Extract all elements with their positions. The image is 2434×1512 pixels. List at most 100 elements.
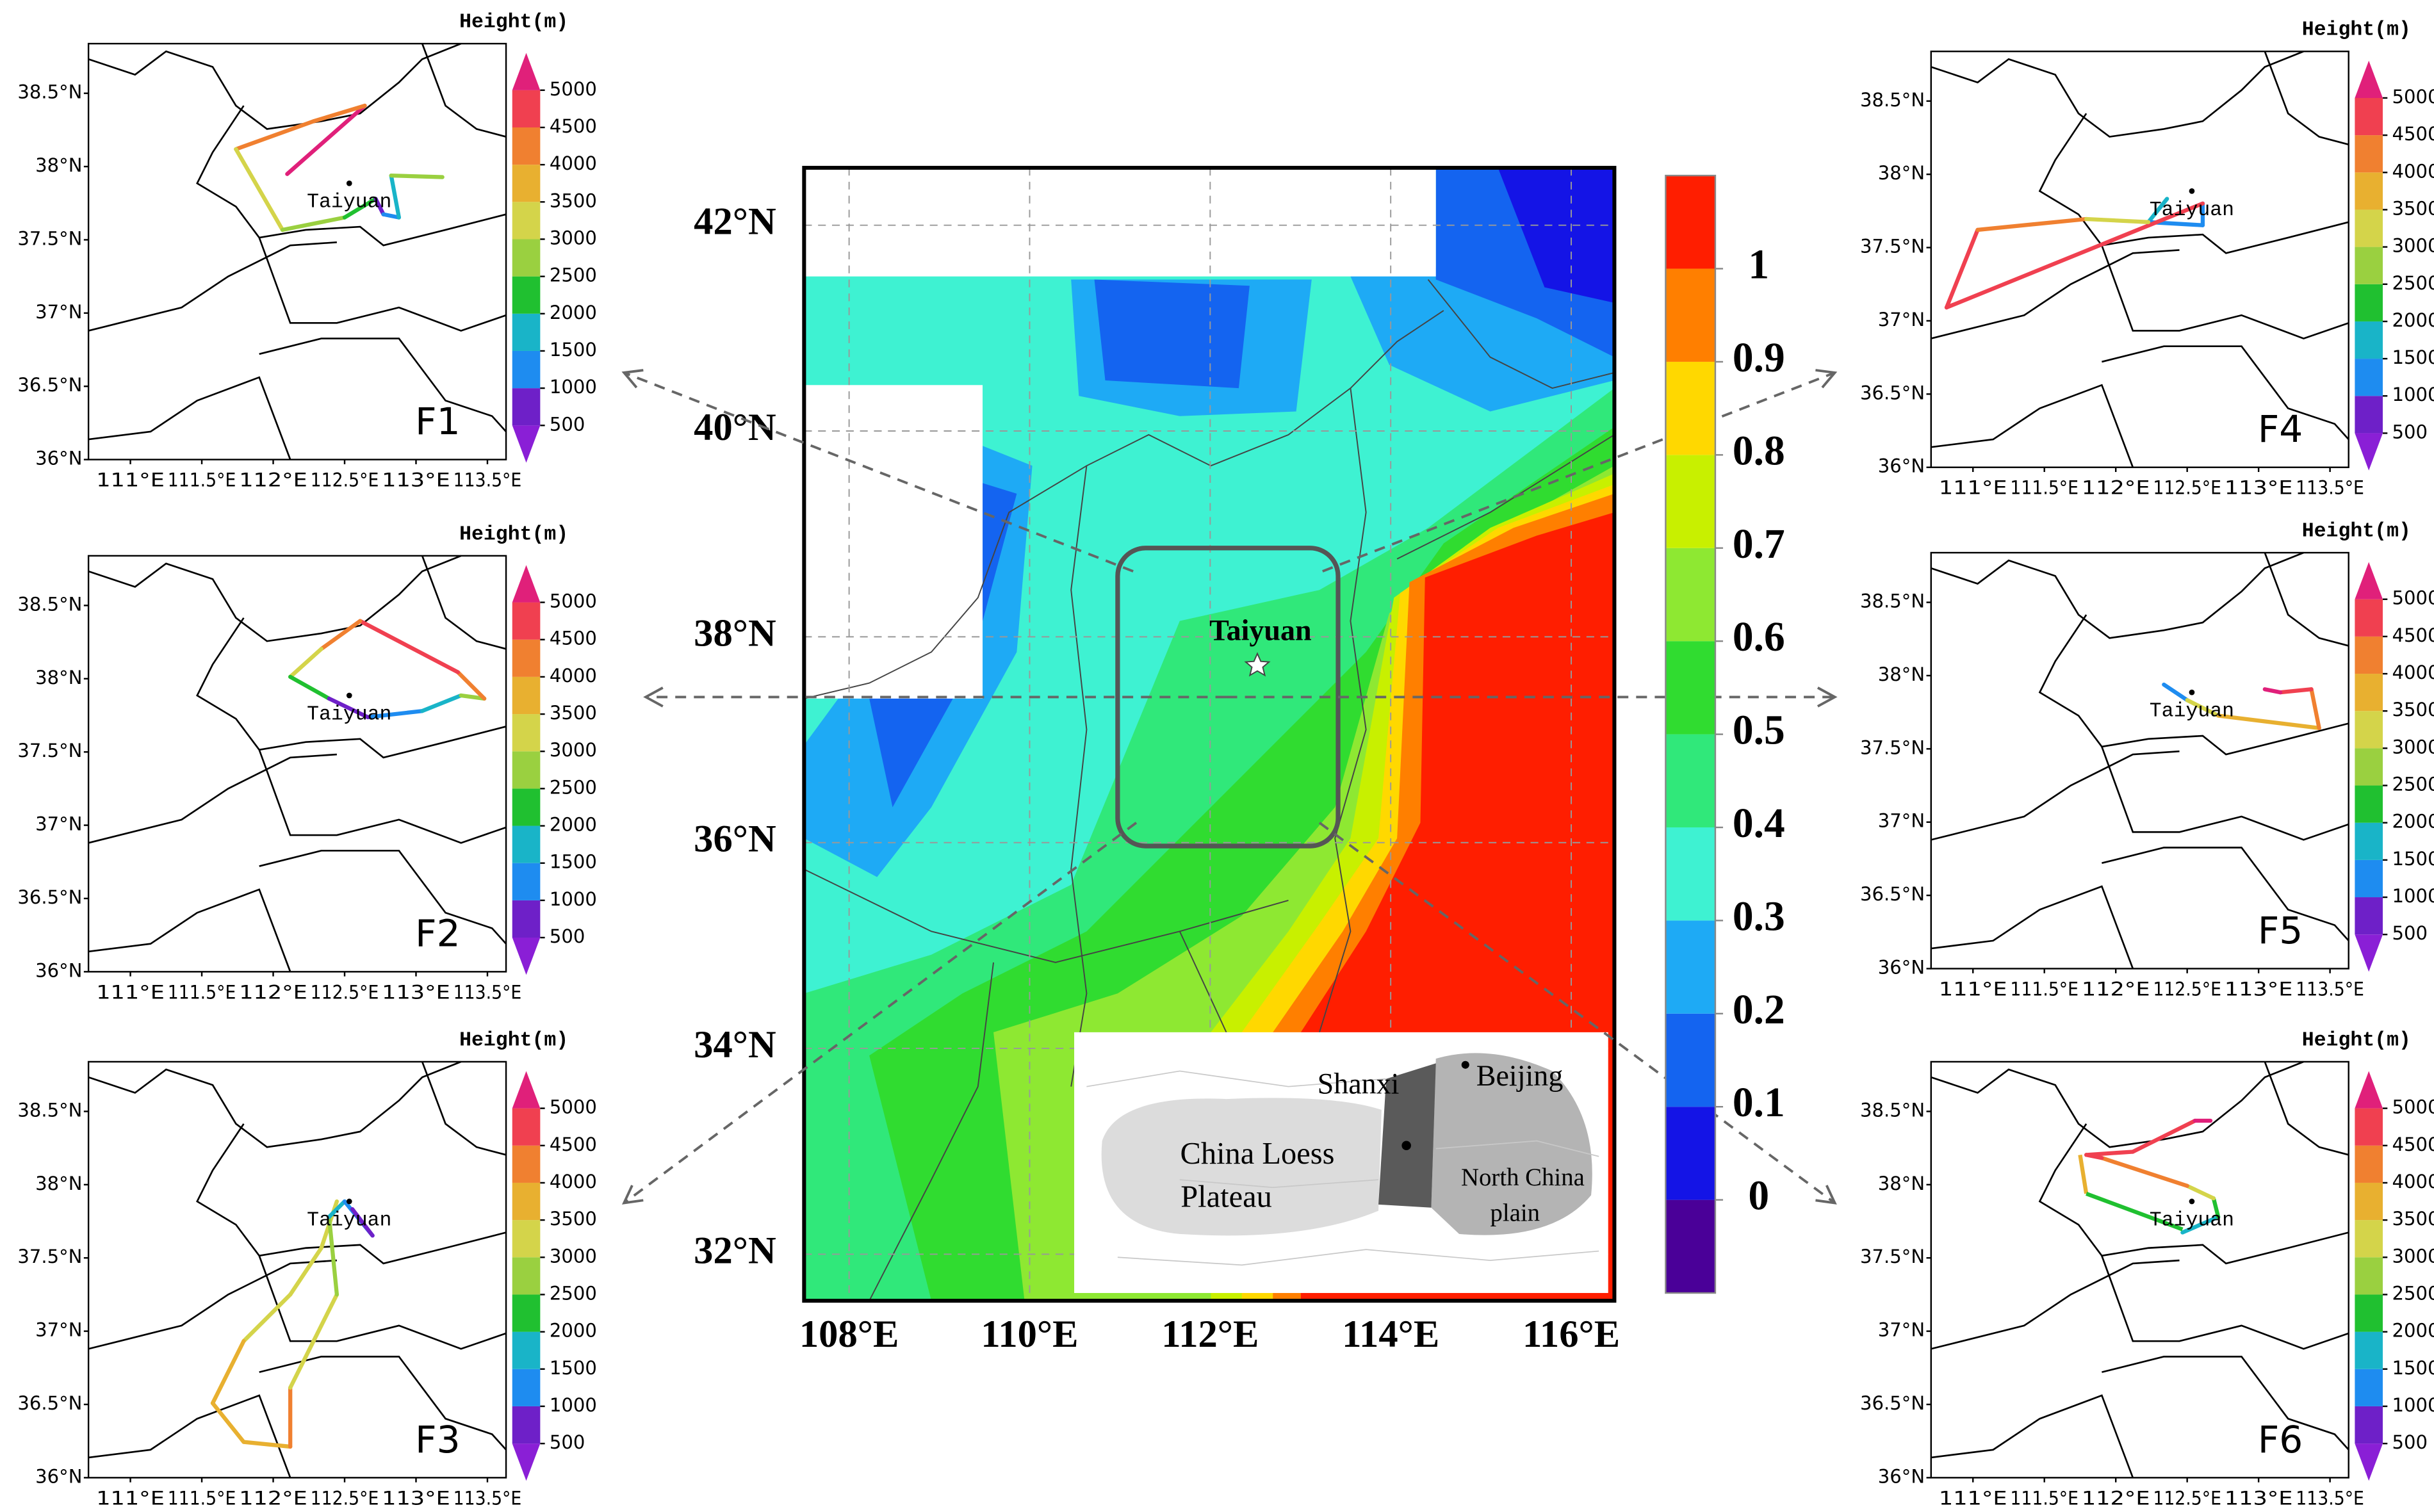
colorbar-segment [1665, 548, 1715, 642]
lat-label: 38.5°N [17, 593, 82, 615]
colorbar-label: 5000 [550, 590, 597, 612]
city-label: Taiyuan [2150, 1209, 2234, 1232]
panel-frame [1930, 1061, 2349, 1479]
trajectory [358, 619, 461, 674]
trajectory [420, 693, 463, 713]
inset-label: North China [1461, 1164, 1585, 1191]
colorbar-title: Height(m) [2302, 1029, 2411, 1052]
colorbar-segment [2355, 636, 2383, 674]
trajectory [2185, 698, 2221, 718]
colorbar-segment [1665, 920, 1715, 1014]
inset-label: China Loess [1180, 1137, 1335, 1171]
colorbar-segment [2355, 321, 2383, 359]
lon-label: 111°E [1939, 978, 2007, 1000]
colorbar-segment [2355, 1220, 2383, 1258]
colorbar-segment [2355, 1406, 2383, 1444]
trajectory [2262, 687, 2283, 695]
city-label: Taiyuan [307, 1209, 391, 1232]
trajectory [2084, 1150, 2135, 1157]
lon-label: 112.5°E [311, 981, 379, 1003]
trajectory-panel: Taiyuan F3 38.5°N 38°N 37.5°N 37°N 36.5°N 36°N 1… [17, 1029, 597, 1509]
lon-label: 113.5°E [2296, 1487, 2364, 1509]
colorbar-label: 3500 [550, 190, 597, 211]
lat-label: 36.5°N [17, 886, 82, 908]
colorbar-label: 0.5 [1733, 708, 1785, 754]
panel-title: F4 [2258, 407, 2303, 451]
colorbar-segment [512, 313, 541, 351]
boundary [1931, 249, 2180, 339]
colorbar-label: 3000 [550, 227, 597, 248]
boundary [421, 555, 507, 650]
panel-frame [87, 555, 507, 973]
trajectory [2084, 216, 2151, 224]
colorbar-label: 1 [1748, 242, 1769, 288]
lat-label: 37°N [1878, 309, 1925, 330]
colorbar-segment [2355, 785, 2383, 823]
lon-label: 111°E [1939, 1487, 2007, 1509]
boundary [258, 749, 507, 844]
colorbar-segment [512, 1369, 541, 1406]
lat-label: 38.5°N [1860, 590, 1925, 612]
trajectory [2180, 1215, 2221, 1235]
lon-label: 112°E [239, 1487, 307, 1509]
colorbar-segment [512, 350, 541, 389]
colorbar-label: 5000 [2392, 86, 2434, 108]
trajectory [1944, 227, 1980, 310]
trajectory [210, 1401, 246, 1444]
colorbar-segment [2355, 1108, 2383, 1146]
city-dot [2189, 188, 2195, 194]
boundary [88, 753, 337, 844]
panel-title: F2 [415, 912, 460, 955]
trajectory [288, 1292, 339, 1390]
trajectory [327, 1215, 339, 1297]
lat-label: 34°N [694, 1023, 776, 1066]
colorbar-label: 3500 [550, 1208, 597, 1230]
lon-label: 112.5°E [311, 1487, 379, 1509]
lon-label: 111°E [96, 981, 165, 1003]
colorbar-label: 1500 [2392, 1357, 2434, 1379]
trajectory [1975, 216, 2089, 232]
trajectory [241, 1440, 293, 1449]
trajectory-panel: Taiyuan F5 38.5°N 38°N 37.5°N 37°N 36.5°N 36°N 1… [1860, 520, 2434, 1000]
lon-label: 111.5°E [168, 469, 236, 491]
panel-frame [87, 42, 507, 460]
boundary [88, 1061, 462, 1148]
lat-label: 38°N [1878, 663, 1925, 685]
colorbar-label: 2500 [2392, 774, 2434, 795]
panel-frame [1930, 51, 2349, 468]
panel-title: F1 [415, 400, 460, 443]
colorbar-label: 4000 [2392, 1171, 2434, 1192]
city-label: Taiyuan [1209, 614, 1312, 647]
lon-label: 111°E [96, 469, 165, 491]
lat-label: 38.5°N [17, 81, 82, 103]
lon-label: 111.5°E [168, 981, 236, 1003]
colorbar-label: 4000 [2392, 662, 2434, 683]
boundary [1931, 384, 2134, 468]
colorbar-label: 2000 [550, 1320, 597, 1342]
lat-label: 37°N [35, 813, 82, 835]
colorbar-segment [512, 565, 541, 603]
trajectory [350, 1207, 375, 1238]
colorbar-segment [1665, 361, 1715, 455]
lat-label: 37°N [35, 301, 82, 323]
colorbar-label: 4000 [550, 152, 597, 174]
city-label: Taiyuan [2150, 701, 2234, 723]
colorbar-segment [2355, 97, 2383, 136]
lat-label: 37°N [1878, 810, 1925, 832]
colorbar-label: 500 [2392, 421, 2428, 443]
colorbar-segment [2355, 1182, 2383, 1221]
colorbar-segment [512, 788, 541, 826]
colorbar-segment [1665, 455, 1715, 548]
boundary [88, 376, 291, 460]
panel-frame [87, 1061, 507, 1479]
colorbar-label: 500 [550, 925, 585, 947]
boundary [196, 1123, 507, 1265]
colorbar-label: 3500 [550, 702, 597, 724]
colorbar-segment [2355, 396, 2383, 434]
panel-title: F3 [415, 1418, 460, 1461]
colorbar-label: 2500 [2392, 272, 2434, 294]
colorbar-segment [512, 239, 541, 277]
colorbar-segment [2355, 1443, 2383, 1481]
colorbar-label: 500 [2392, 1431, 2428, 1453]
trajectory [2100, 1156, 2189, 1188]
